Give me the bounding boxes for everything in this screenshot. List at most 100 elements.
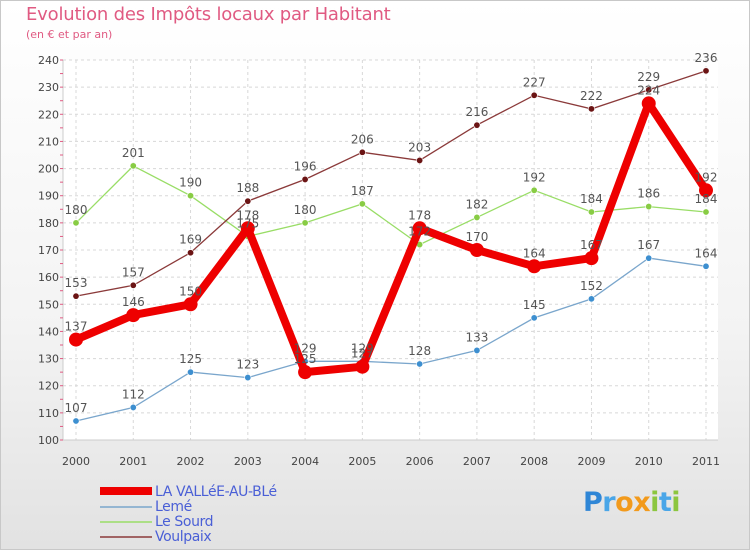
chart-subtitle: (en € et par an) <box>26 28 113 41</box>
data-label: 133 <box>465 330 488 344</box>
data-point <box>469 243 484 257</box>
y-tick-label: 220 <box>38 108 59 121</box>
data-label: 175 <box>236 216 259 230</box>
data-point <box>69 332 83 347</box>
data-label: 216 <box>465 105 488 119</box>
data-label: 145 <box>523 298 546 312</box>
data-label: 169 <box>179 233 202 247</box>
data-label: 152 <box>580 279 603 293</box>
data-point <box>187 368 195 376</box>
data-label: 188 <box>236 181 259 195</box>
legend-swatch-le-sourd <box>100 521 152 523</box>
data-label: 146 <box>122 295 145 309</box>
x-tick-label: 2009 <box>577 455 605 468</box>
data-label: 196 <box>294 159 317 173</box>
y-tick-label: 240 <box>38 54 59 67</box>
data-point <box>187 249 195 257</box>
data-point <box>702 262 710 270</box>
data-point <box>72 417 80 425</box>
data-label: 236 <box>695 51 718 65</box>
data-point <box>699 183 713 198</box>
data-label: 206 <box>351 132 374 146</box>
data-label: 107 <box>65 401 88 415</box>
logo-letter: r <box>602 487 616 518</box>
x-tick-label: 2002 <box>177 455 205 468</box>
data-point <box>645 203 653 211</box>
logo-letter: x <box>633 487 651 518</box>
data-point <box>240 221 255 236</box>
data-point <box>301 219 309 227</box>
data-label: 182 <box>465 197 488 211</box>
y-tick-label: 130 <box>38 353 59 366</box>
legend-swatch-leme <box>100 506 152 508</box>
data-label: 164 <box>695 246 718 260</box>
y-tick-label: 170 <box>38 244 59 257</box>
data-point <box>412 221 427 236</box>
data-label: 150 <box>179 284 202 298</box>
y-tick-label: 200 <box>38 163 59 176</box>
data-label: 178 <box>236 208 259 222</box>
data-point <box>530 314 538 322</box>
logo-letter: P <box>583 487 603 518</box>
series-line-3 <box>75 70 707 297</box>
legend-label: LA VALLéE-AU-BLé <box>155 484 277 500</box>
data-label: 125 <box>179 352 202 366</box>
data-point <box>72 219 80 227</box>
data-label: 172 <box>408 225 431 239</box>
data-point <box>187 192 195 200</box>
legend-swatch-voulpaix <box>100 536 152 538</box>
data-point <box>473 121 481 129</box>
data-label: 186 <box>637 187 660 201</box>
x-tick-label: 2008 <box>520 455 548 468</box>
data-label: 224 <box>637 83 660 97</box>
data-point <box>527 259 542 274</box>
data-label: 128 <box>408 344 431 358</box>
y-tick-label: 100 <box>38 434 59 447</box>
data-label: 153 <box>65 276 88 290</box>
data-point <box>244 197 252 205</box>
data-point <box>587 208 595 216</box>
data-label: 192 <box>523 170 546 184</box>
x-tick-label: 2005 <box>348 455 376 468</box>
data-point <box>183 297 198 312</box>
x-tick-label: 2007 <box>463 455 491 468</box>
data-label: 129 <box>294 341 317 355</box>
data-point <box>473 213 481 221</box>
data-label: 192 <box>695 170 718 184</box>
data-label: 229 <box>637 70 660 84</box>
y-tick-label: 120 <box>38 380 59 393</box>
data-label: 187 <box>351 184 374 198</box>
logo-letter: i <box>650 487 659 518</box>
y-tick-label: 210 <box>38 135 59 148</box>
data-point <box>355 359 370 374</box>
data-label: 167 <box>637 238 660 252</box>
y-tick-label: 150 <box>38 298 59 311</box>
y-tick-label: 230 <box>38 81 59 94</box>
data-point <box>129 162 137 170</box>
data-point <box>587 105 595 113</box>
data-label: 201 <box>122 146 145 160</box>
legend-label: Lemé <box>155 499 192 515</box>
data-point <box>301 175 309 183</box>
x-tick-label: 2006 <box>406 455 434 468</box>
data-point <box>584 251 599 266</box>
data-label: 184 <box>580 192 603 206</box>
data-point <box>298 365 313 380</box>
data-label: 167 <box>580 238 603 252</box>
data-point <box>645 86 653 94</box>
x-tick-label: 2010 <box>635 455 663 468</box>
data-label: 127 <box>351 347 374 361</box>
y-tick-label: 110 <box>38 407 59 420</box>
legend-swatch-la-vallee-au-ble <box>100 487 152 495</box>
data-label: 137 <box>65 320 88 334</box>
data-label: 203 <box>408 140 431 154</box>
logo-letter: i <box>671 487 681 518</box>
legend-label: Le Sourd <box>155 514 214 530</box>
data-point <box>641 96 656 111</box>
proxiti-logo: Proxiti <box>583 487 681 518</box>
x-tick-label: 2000 <box>62 455 90 468</box>
data-label: 125 <box>294 352 317 366</box>
data-label: 227 <box>523 75 546 89</box>
x-tick-label: 2011 <box>692 455 720 468</box>
data-point <box>126 308 141 323</box>
